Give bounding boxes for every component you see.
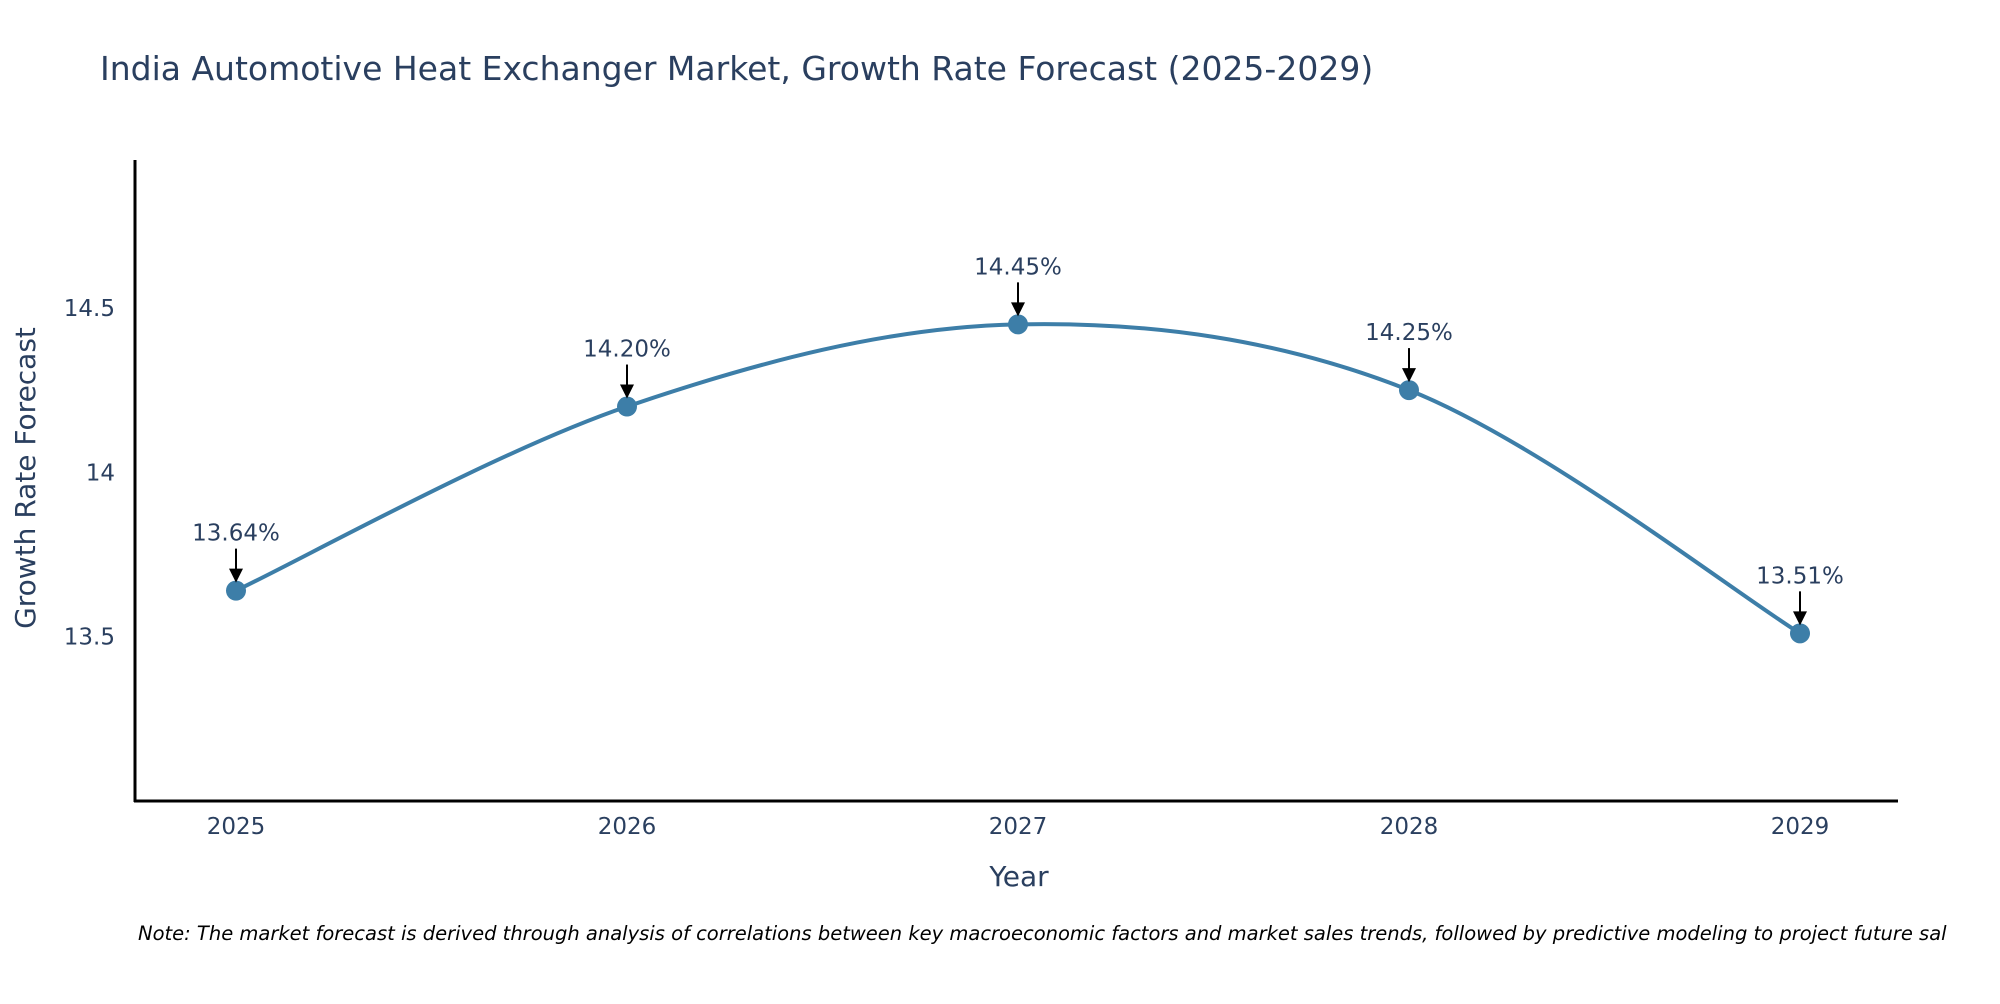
annotation-arrow-head	[1402, 368, 1416, 383]
x-axis-title: Year	[988, 860, 1049, 893]
y-axis-ticks: 13.5 14 14.5	[64, 296, 115, 651]
data-point-2025	[226, 580, 246, 601]
data-point-2026	[617, 396, 637, 417]
data-label-2028: 14.25%	[1365, 320, 1453, 346]
y-axis-title: Growth Rate Forecast	[9, 327, 42, 629]
axes	[133, 160, 1898, 803]
data-label-2026: 14.20%	[583, 337, 671, 363]
x-tick-label: 2025	[207, 814, 266, 840]
data-point-2027	[1008, 314, 1028, 335]
y-tick-label: 14.5	[64, 296, 115, 322]
annotation-arrow-head	[229, 568, 243, 583]
y-tick-label: 14	[86, 460, 115, 486]
data-label-2027: 14.45%	[974, 254, 1062, 280]
data-label-2029: 13.51%	[1756, 563, 1844, 589]
series-layer	[226, 314, 1810, 644]
data-point-2028	[1399, 380, 1419, 401]
data-label-2025: 13.64%	[192, 521, 280, 547]
annotation-arrow-head	[1011, 302, 1025, 317]
x-axis-ticks: 2025 2026 2027 2028 2029	[207, 814, 1830, 840]
x-tick-label: 2026	[598, 814, 657, 840]
annotations: 13.64% 14.20% 14.45% 14.25% 13.51%	[192, 254, 1844, 626]
chart-title: India Automotive Heat Exchanger Market, …	[100, 49, 1373, 88]
y-tick-label: 13.5	[64, 625, 115, 651]
x-tick-label: 2028	[1380, 814, 1439, 840]
x-tick-label: 2027	[989, 814, 1048, 840]
annotation-arrow-head	[1793, 611, 1807, 626]
series-line	[235, 322, 1802, 636]
data-point-2029	[1790, 623, 1810, 644]
annotation-arrow-head	[620, 384, 634, 399]
chart-note: Note: The market forecast is derived thr…	[138, 922, 1947, 945]
x-tick-label: 2029	[1771, 814, 1830, 840]
